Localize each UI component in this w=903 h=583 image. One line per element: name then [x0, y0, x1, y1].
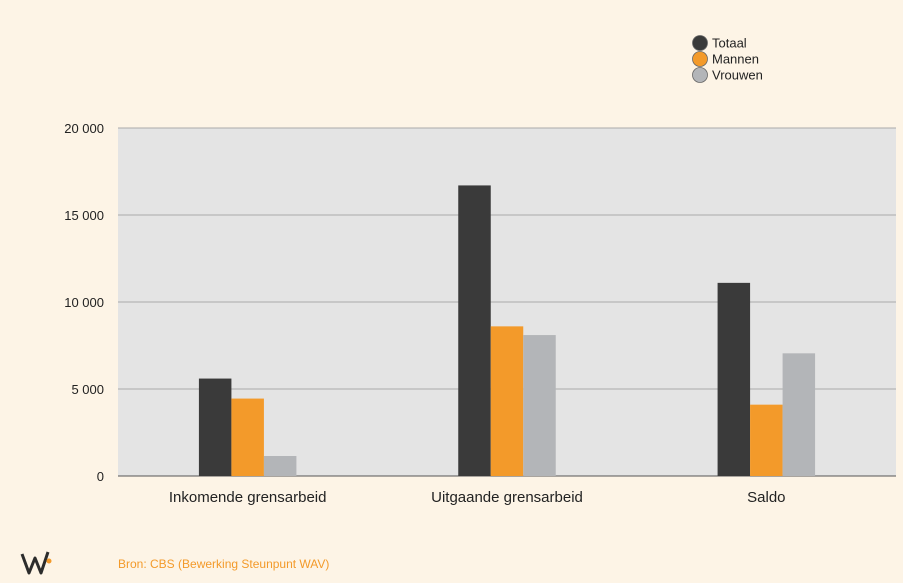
y-axis-ticks: 0 5 000 10 000 15 000 20 000: [64, 121, 104, 484]
legend-label: Vrouwen: [712, 68, 763, 83]
wav-logo-icon: [20, 548, 60, 583]
y-tick-label: 20 000: [64, 121, 104, 136]
legend-label: Totaal: [712, 36, 747, 51]
category-label: Uitgaande grensarbeid: [431, 489, 583, 506]
bars: [198, 185, 816, 477]
bar: [750, 404, 783, 476]
category-label: Saldo: [747, 489, 785, 506]
category-labels: Inkomende grensarbeid Uitgaande grensarbe…: [169, 489, 786, 506]
y-tick-label: 0: [97, 469, 104, 484]
legend-swatch: [692, 51, 708, 67]
y-tick-label: 10 000: [64, 295, 104, 310]
bar: [717, 282, 751, 476]
bar: [198, 378, 232, 476]
bar: [458, 185, 491, 477]
bar: [231, 398, 264, 476]
legend-swatch: [692, 35, 708, 51]
category-label: Inkomende grensarbeid: [169, 489, 327, 506]
bar: [263, 455, 297, 476]
bar: [490, 326, 524, 476]
legend-swatch: [692, 67, 708, 83]
legend-label: Mannen: [712, 52, 759, 67]
y-tick-label: 5 000: [71, 382, 104, 397]
y-tick-label: 15 000: [64, 208, 104, 223]
bar: [523, 335, 556, 476]
source-note: Bron: CBS (Bewerking Steunpunt WAV): [118, 557, 330, 571]
bar: [782, 353, 816, 476]
